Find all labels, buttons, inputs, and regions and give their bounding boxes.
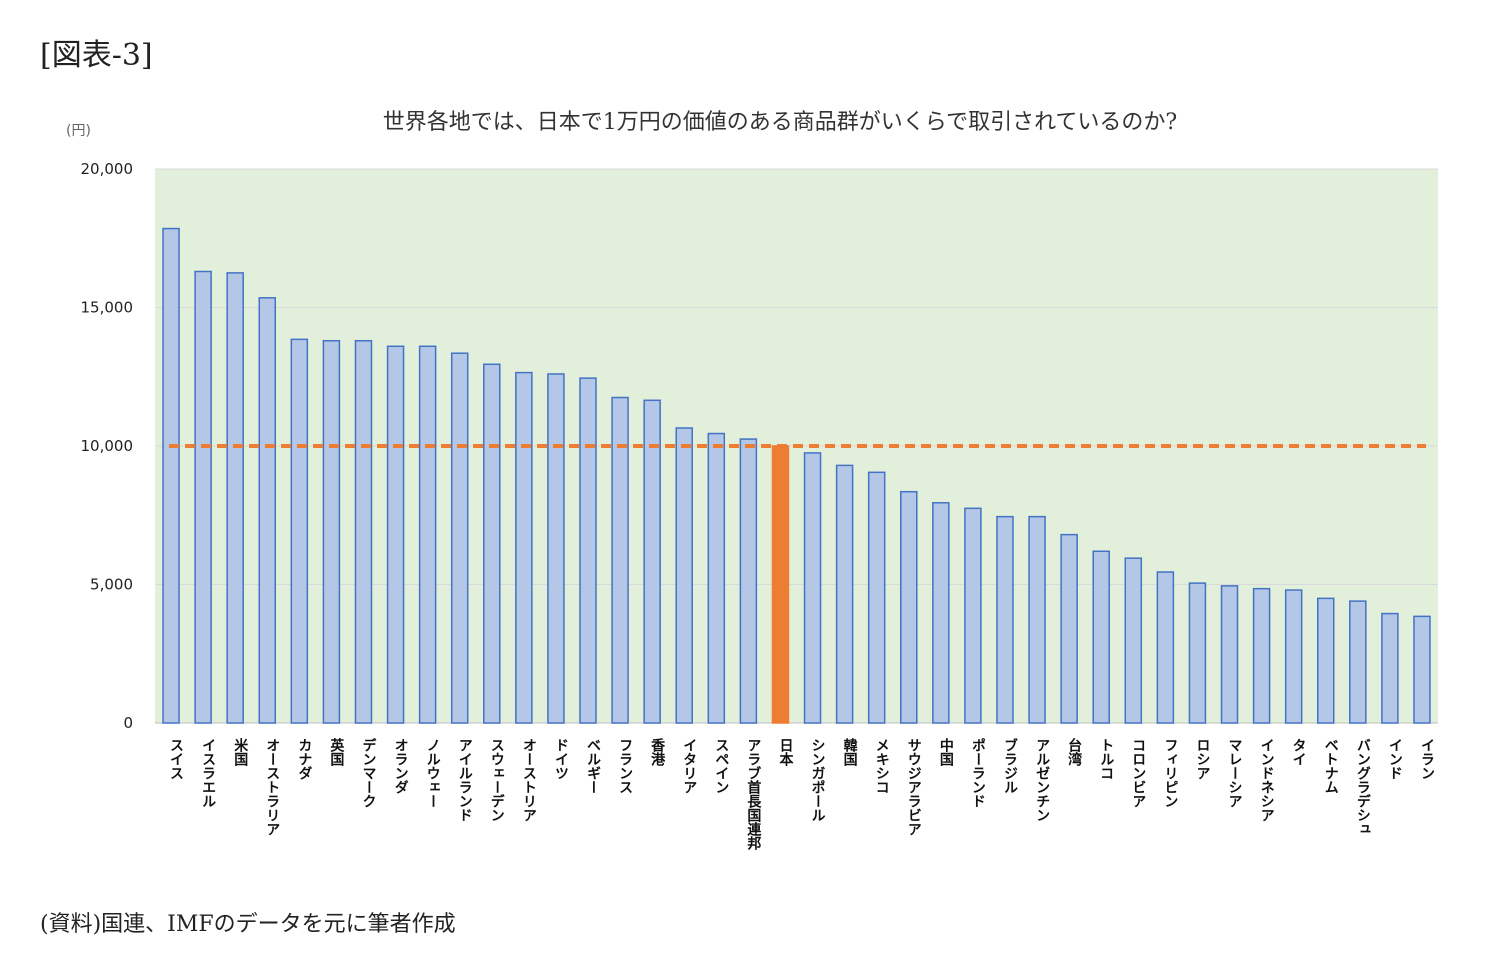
- x-tick-label: ロシア: [1194, 738, 1210, 780]
- bars: [162, 227, 1431, 724]
- bar: [579, 377, 597, 724]
- bar: [515, 371, 533, 724]
- source-note: (資料)国連、IMFのデータを元に筆者作成: [40, 912, 456, 937]
- x-tick-label: イスラエル: [200, 738, 216, 808]
- bar: [1381, 612, 1399, 724]
- x-tick-label: ベルギー: [585, 738, 601, 794]
- bar: [611, 396, 629, 724]
- x-axis-labels: スイス イスラエル 米国 オーストラリア カナダ 英国 デンマーク オランダ ノルウェー アイルラ…: [168, 737, 1435, 851]
- x-tick-label: スペイン: [713, 738, 729, 794]
- bar: [707, 432, 726, 724]
- bar: [322, 339, 341, 724]
- y-tick-label: 15,000: [81, 299, 134, 317]
- bar: [643, 399, 661, 724]
- y-axis-unit-label: (円): [66, 123, 91, 139]
- chart-title: 世界各地では、日本で1万円の価値のある商品群がいくらで取引されているのか?: [382, 110, 1178, 135]
- x-tick-label: ノルウェー: [425, 738, 441, 808]
- x-tick-label: シンガポール: [810, 738, 826, 822]
- bar: [1316, 597, 1335, 724]
- bar: [258, 297, 277, 724]
- bar: [1284, 589, 1303, 724]
- bar: [547, 373, 565, 724]
- x-tick-label: アイルランド: [457, 738, 473, 822]
- x-tick-label: タイ: [1291, 738, 1307, 766]
- x-tick-label: 英国: [328, 737, 345, 767]
- x-tick-label: アルゼンチン: [1034, 738, 1050, 822]
- figure-label: [図表-3]: [40, 38, 153, 73]
- bar: [803, 452, 822, 724]
- x-tick-label: ブラジル: [1002, 737, 1018, 794]
- x-tick-label: サウジアラビア: [906, 738, 922, 836]
- x-tick-label: バングラデシュ: [1355, 738, 1371, 836]
- bar: [1060, 533, 1078, 724]
- bar: [450, 352, 469, 724]
- bar: [290, 338, 309, 724]
- bar-highlight: [771, 445, 790, 724]
- x-tick-label: オランダ: [393, 738, 409, 794]
- x-tick-label: 米国: [232, 737, 248, 767]
- x-tick-label: スウェーデン: [489, 738, 505, 822]
- x-tick-label: 台湾: [1066, 737, 1082, 767]
- y-tick-label: 20,000: [81, 160, 134, 178]
- y-tick-label: 0: [123, 714, 133, 732]
- bar: [194, 270, 212, 724]
- y-tick-label: 5,000: [90, 576, 133, 594]
- x-tick-label: アラブ首長国連邦: [745, 738, 761, 851]
- bar: [1188, 582, 1207, 724]
- bar: [996, 515, 1014, 724]
- x-tick-label: デンマーク: [360, 737, 376, 808]
- x-tick-label: イラン: [1419, 738, 1435, 780]
- x-tick-label: インド: [1387, 738, 1403, 780]
- bar: [867, 471, 886, 724]
- x-tick-label: 日本: [777, 738, 793, 767]
- bar: [1124, 557, 1143, 724]
- bar: [739, 438, 758, 724]
- x-tick-label: インドネシア: [1259, 738, 1275, 822]
- x-tick-label: 韓国: [842, 737, 858, 767]
- bar: [354, 339, 373, 724]
- y-tick-label: 10,000: [81, 437, 134, 455]
- x-tick-label: フィリピン: [1162, 738, 1178, 808]
- bar: [1413, 615, 1431, 724]
- x-tick-label: トルコ: [1098, 738, 1114, 780]
- bar: [483, 363, 501, 724]
- bar: [226, 272, 244, 724]
- x-tick-label: イタリア: [681, 738, 697, 794]
- bar: [1349, 600, 1367, 724]
- x-tick-label: コロンビア: [1130, 738, 1146, 808]
- bar: [900, 490, 918, 724]
- x-tick-label: ポーランド: [970, 738, 986, 808]
- x-tick-label: 香港: [649, 737, 666, 767]
- bar: [1028, 515, 1046, 724]
- x-tick-label: ドイツ: [553, 738, 569, 780]
- x-tick-label: 中国: [938, 737, 954, 767]
- bar: [418, 345, 437, 724]
- x-tick-label: スイス: [168, 738, 184, 780]
- x-tick-label: マレーシア: [1227, 738, 1243, 808]
- bar: [1156, 571, 1175, 724]
- bar: [1252, 587, 1271, 724]
- bar: [1092, 550, 1110, 724]
- x-tick-label: オーストリア: [521, 738, 537, 822]
- bar: [675, 427, 693, 724]
- bar: [1220, 585, 1239, 724]
- x-tick-label: オーストラリア: [264, 738, 280, 836]
- x-tick-label: メキシコ: [874, 738, 890, 794]
- bar: [964, 507, 982, 724]
- bar: [835, 464, 854, 724]
- x-tick-label: ベトナム: [1323, 738, 1339, 794]
- bar: [932, 502, 950, 724]
- x-tick-label: カナダ: [296, 738, 312, 780]
- bar: [162, 227, 180, 724]
- x-tick-label: フランス: [617, 738, 633, 794]
- bar-chart: 0 5,000 10,000 15,000 20,000 スイス イスラエル 米国 オーストラ…: [81, 160, 1438, 851]
- bar: [386, 345, 405, 724]
